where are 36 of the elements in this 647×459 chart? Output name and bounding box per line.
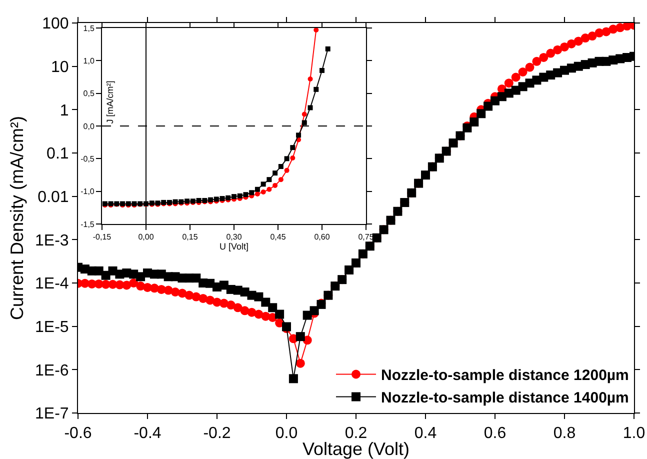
x-tick-label: 0.4 [414, 425, 437, 442]
x-tick-label: 0,60 [314, 232, 330, 242]
x-tick-label: -0.2 [203, 425, 231, 442]
y-axis-title: J [mA/cm²] [104, 80, 115, 124]
y-tick-label: 0,0 [83, 122, 95, 131]
y-tick-label: 0,5 [83, 89, 95, 98]
y-tick-label: -1,0 [80, 187, 95, 196]
y-tick-label: 100 [42, 16, 69, 33]
y-tick-label: 1,0 [83, 56, 95, 66]
y-tick-label: 0.1 [46, 146, 69, 163]
x-tick-label: 1.0 [622, 425, 646, 442]
y-tick-label: 1E-3 [35, 232, 69, 250]
y-tick-label: 1E-6 [35, 362, 69, 380]
legend-label: Nozzle-to-sample distance 1400µm [381, 390, 629, 407]
x-tick-label: 0.6 [484, 425, 506, 442]
y-tick-label: 1E-7 [35, 406, 69, 423]
x-tick-label: 0,45 [270, 232, 286, 242]
x-axis-title: U [Volt] [219, 242, 249, 252]
y-tick-label: 0.01 [38, 188, 69, 206]
legend-label: Nozzle-to-sample distance 1200µm [381, 367, 629, 384]
x-tick-label: 0,30 [226, 232, 242, 242]
x-tick-label: -0,15 [92, 232, 112, 242]
x-tick-label: -0.4 [134, 425, 162, 442]
x-tick-label: -0.6 [64, 425, 92, 442]
x-tick-label: 0,00 [138, 232, 154, 242]
y-tick-label: 1,5 [83, 24, 95, 33]
y-tick-label: 1E-4 [35, 276, 69, 293]
y-tick-label: -0,5 [80, 154, 95, 164]
y-tick-label: 10 [51, 58, 69, 76]
y-axis-title: Current Density (mA/cm²) [7, 116, 28, 320]
y-tick-label: -1,5 [80, 220, 95, 229]
x-tick-label: 0,15 [182, 232, 198, 242]
y-tick-label: 1E-5 [35, 318, 69, 336]
y-tick-label: 1 [60, 102, 69, 120]
x-tick-label: 0.8 [553, 425, 576, 442]
x-tick-label: 0.0 [275, 425, 298, 442]
